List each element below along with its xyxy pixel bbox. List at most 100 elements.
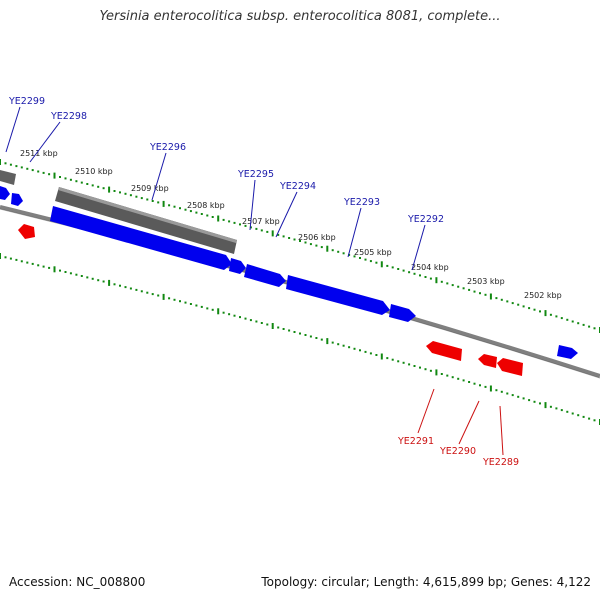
minor-tick: [80, 275, 83, 277]
reverse-gene-arrow: [497, 358, 523, 376]
minor-tick: [299, 332, 301, 335]
leader-line: [29, 121, 61, 163]
minor-tick: [179, 300, 181, 303]
minor-tick: [173, 298, 176, 301]
minor-tick: [9, 163, 12, 166]
minor-tick: [495, 297, 498, 300]
minor-tick: [266, 323, 269, 326]
minor-tick: [102, 187, 105, 190]
ruler-label: 2510 kbp: [75, 167, 113, 176]
major-tick: [53, 266, 56, 273]
minor-tick: [304, 334, 307, 336]
major-tick: [0, 253, 1, 259]
minor-tick: [59, 269, 61, 272]
minor-tick: [37, 170, 40, 173]
minor-tick: [500, 390, 503, 393]
minor-tick: [293, 331, 296, 333]
minor-tick: [402, 361, 405, 364]
minor-tick: [4, 162, 7, 165]
minor-tick: [244, 224, 247, 227]
minor-tick: [320, 338, 323, 341]
minor-tick: [260, 229, 263, 232]
minor-tick: [577, 414, 580, 417]
minor-tick: [375, 261, 378, 264]
reverse-genes: [18, 224, 523, 376]
minor-tick: [408, 271, 411, 274]
forward-gene-arrow: [229, 258, 246, 274]
minor-tick: [571, 320, 574, 323]
minor-tick: [429, 277, 432, 280]
gene-label: YE2290: [439, 446, 476, 457]
minor-tick: [566, 410, 569, 413]
grey-feature: [0, 170, 16, 185]
ruler-label: 2505 kbp: [354, 248, 392, 257]
major-tick: [217, 308, 220, 315]
minor-tick: [124, 286, 127, 289]
minor-tick: [511, 394, 514, 397]
minor-tick: [228, 313, 231, 316]
minor-tick: [157, 294, 160, 297]
minor-tick: [500, 298, 503, 301]
minor-tick: [446, 374, 449, 377]
forward-gene-arrow: [50, 206, 232, 270]
topology-summary: Topology: circular; Length: 4,615,899 bp…: [261, 575, 591, 589]
minor-tick: [113, 190, 116, 192]
minor-tick: [249, 226, 252, 229]
grey-feature: [55, 187, 237, 254]
minor-tick: [129, 194, 132, 197]
minor-tick: [15, 258, 18, 261]
minor-tick: [369, 260, 372, 263]
minor-tick: [124, 192, 127, 195]
minor-tick: [386, 264, 389, 267]
gene-label: YE2299: [8, 96, 45, 107]
minor-tick: [255, 320, 258, 323]
grey-feature-highlight: [58, 187, 237, 243]
minor-tick: [337, 343, 340, 346]
minor-tick: [277, 233, 280, 236]
minor-tick: [533, 308, 536, 311]
minor-tick: [233, 314, 236, 317]
accession-text: Accession: NC_008800: [9, 575, 146, 589]
major-tick: [544, 310, 547, 317]
minor-tick: [413, 272, 416, 275]
minor-tick: [522, 397, 525, 400]
minor-tick: [86, 276, 89, 279]
minor-tick: [288, 237, 291, 239]
reverse-gene-arrow: [18, 224, 35, 239]
minor-tick: [560, 317, 563, 320]
forward-gene-labels: YE2299 YE2298 YE2296 YE2295 YE2294 YE229…: [8, 96, 444, 225]
minor-tick: [189, 210, 192, 213]
minor-tick: [386, 357, 389, 360]
major-tick: [544, 402, 547, 409]
minor-tick: [364, 258, 367, 261]
minor-tick: [549, 313, 552, 316]
minor-tick: [146, 291, 149, 294]
minor-tick: [140, 290, 143, 293]
minor-tick: [222, 218, 225, 221]
minor-tick: [20, 166, 23, 169]
minor-tick: [97, 185, 100, 188]
minor-tick: [184, 208, 187, 211]
minor-tick: [75, 273, 78, 276]
forward-gene-arrow: [244, 264, 286, 287]
leader-line: [458, 400, 480, 445]
minor-tick: [315, 337, 318, 339]
minor-tick: [511, 302, 514, 305]
ruler-label: 2511 kbp: [20, 149, 58, 158]
minor-tick: [440, 373, 443, 375]
ruler-label: 2509 kbp: [131, 184, 169, 193]
major-tick: [380, 261, 383, 268]
minor-tick: [173, 205, 176, 208]
reverse-gene-labels: YE2291 YE2290 YE2289: [397, 436, 519, 468]
leader-line: [347, 207, 362, 258]
minor-tick: [446, 282, 449, 285]
minor-tick: [59, 176, 61, 178]
gene-label: YE2296: [149, 142, 186, 153]
leader-line: [411, 224, 426, 271]
reverse-gene-arrow: [478, 354, 497, 368]
minor-tick: [200, 213, 203, 215]
minor-tick: [239, 223, 241, 226]
major-tick: [271, 230, 274, 237]
major-tick: [108, 186, 111, 193]
minor-tick: [419, 366, 421, 369]
